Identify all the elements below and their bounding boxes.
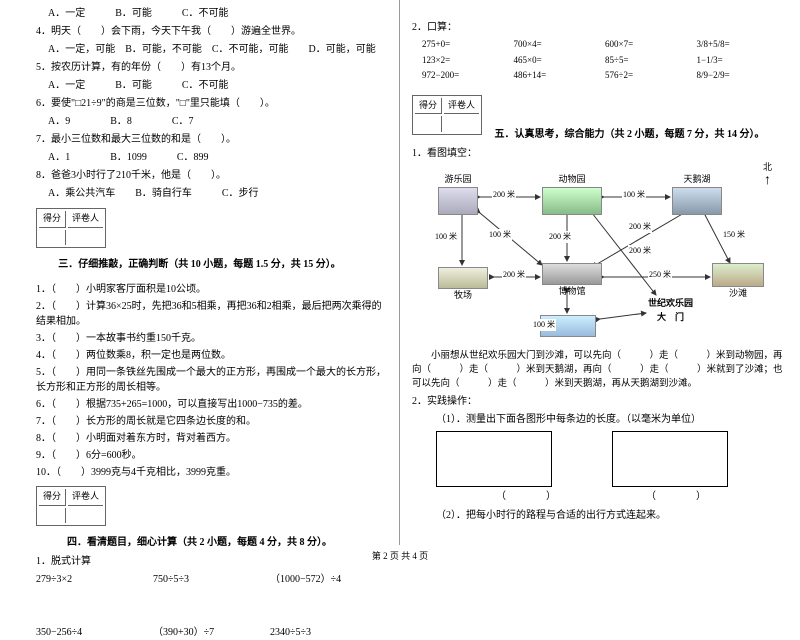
- practice-shapes: [412, 431, 788, 487]
- judge-6: 6．（ ）根据735+265=1000，可以直接写出1000−735的差。: [12, 397, 387, 412]
- q6-options: A．9 B．8 C．7: [12, 114, 387, 129]
- q1-label: 1．看图填空：: [412, 146, 788, 161]
- q3-options: A．一定 B．可能 C．不可能: [12, 6, 387, 21]
- judge-3: 3．（ ）一本故事书约重150千克。: [12, 331, 387, 346]
- q8: 8．爸爸3小时行了210千米，他是（ ）。: [12, 168, 387, 183]
- judge-1: 1．（ ）小明家客厅面积是10公顷。: [12, 282, 387, 297]
- q2-1: （1）．测量出下面各图形中每条边的长度。（以毫米为单位）: [412, 412, 788, 427]
- diagram-arrows: [432, 165, 782, 345]
- mc-row-2: 123×2= 465×0= 85÷5= 1−1/3=: [412, 54, 788, 68]
- calc-row-1: 279÷3×2 750÷5÷3 （1000−572）÷4: [12, 572, 387, 587]
- judge-10: 10．（ ）3999克与4千克相比，3999克重。: [12, 465, 387, 480]
- q7: 7．最小三位数和最大三位数的和是（ ）。: [12, 132, 387, 147]
- judge-5: 5．（ ）用同一条铁丝先围成一个最大的正方形，再围成一个最大的长方形，长方形和正…: [12, 365, 387, 395]
- judge-7: 7．（ ）长方形的周长就是它四条边长度的和。: [12, 414, 387, 429]
- judge-9: 9．（ ）6分=600秒。: [12, 448, 387, 463]
- shape-box-2: [612, 431, 728, 487]
- calc-row-2: 350−256÷4 （390+30）÷7 2340÷5÷3: [12, 625, 387, 640]
- score-box-5: 得分评卷人: [412, 95, 482, 135]
- mc-row-1: 275+0= 700×4= 600×7= 3/8+5/8=: [412, 38, 788, 52]
- section5-title: 五．认真思考，综合能力（共 2 小题，每题 7 分，共 14 分）。: [495, 127, 765, 142]
- judge-2: 2．（ ）计算36×25时，先把36和5相乘，再把36和2相乘，最后把两次乘得的…: [12, 299, 387, 329]
- mental-calc-label: 2．口算：: [412, 20, 788, 35]
- judge-4: 4．（ ）两位数乘8，积一定也是两位数。: [12, 348, 387, 363]
- score-box-4: 得分评卷人: [36, 486, 106, 526]
- score-box-3: 得分评卷人: [36, 208, 106, 248]
- q4: 4．明天（ ）会下雨，今天下午我（ ）游遍全世界。: [12, 24, 387, 39]
- judge-8: 8．（ ）小明面对着东方时，背对着西方。: [12, 431, 387, 446]
- q6: 6．要使"□21÷9"的商是三位数，"□"里只能填（ ）。: [12, 96, 387, 111]
- q2-2: （2）．把每小时行的路程与合适的出行方式连起来。: [412, 508, 788, 523]
- q2-label: 2．实践操作：: [412, 394, 788, 409]
- fill-paragraph: 小丽想从世纪欢乐园大门到沙滩，可以先向（ ）走（ ）米到动物园，再向（ ）走（ …: [412, 349, 788, 392]
- section3-title: 三．仔细推敲，正确判断（共 10 小题，每题 1.5 分，共 15 分）。: [12, 257, 387, 272]
- page-footer: 第 2 页 共 4 页: [0, 550, 800, 564]
- practice-parens: （ ） （ ）: [412, 489, 788, 504]
- q8-options: A．乘公共汽车 B．骑自行车 C．步行: [12, 186, 387, 201]
- shape-box-1: [436, 431, 552, 487]
- q4-options: A．一定，可能 B．可能，不可能 C．不可能，可能 D．可能，可能: [12, 42, 387, 57]
- section4-title: 四．看清题目，细心计算（共 2 小题，每题 4 分，共 8 分）。: [12, 535, 387, 550]
- q5: 5．按农历计算，有的年份（ ）有13个月。: [12, 60, 387, 75]
- map-diagram: 北 ↑: [432, 165, 782, 345]
- q7-options: A．1 B．1099 C．899: [12, 150, 387, 165]
- q5-options: A．一定 B．可能 C．不可能: [12, 78, 387, 93]
- mc-row-3: 972−200= 486+14= 576÷2= 8/9−2/9=: [412, 69, 788, 83]
